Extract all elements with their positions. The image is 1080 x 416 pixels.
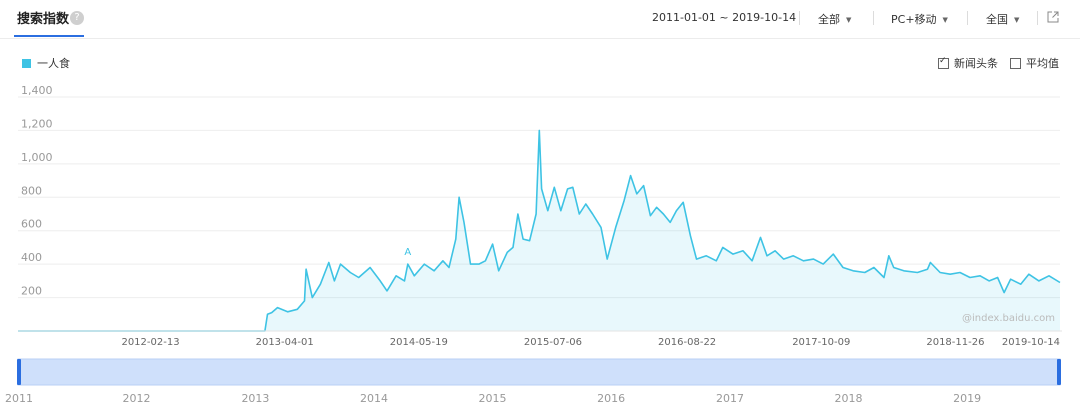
average-checkbox[interactable] [1010, 57, 1021, 69]
time-range-navigator: 2011 2012 2013 2014 2015 2016 2017 2018 2019 [5, 358, 1061, 405]
y-tick-label: 600 [21, 218, 42, 231]
navigator-selection[interactable] [17, 358, 1061, 386]
device-select-value: PC+移动 [891, 13, 937, 26]
caret-down-icon: ▼ [1014, 16, 1020, 24]
navigator-year-label: 2019 [953, 392, 981, 405]
y-tick-label: 1,400 [21, 84, 53, 97]
navigator-year-label: 2011 [5, 392, 33, 405]
average-toggle[interactable]: 平均值 [1010, 55, 1059, 71]
page-title: 搜索指数 [17, 12, 70, 27]
region-select-value: 全国 [986, 13, 1008, 26]
navigator-year-label: 2014 [360, 392, 388, 405]
navigator-left-handle[interactable] [17, 359, 21, 385]
y-tick-label: 1,000 [21, 151, 53, 164]
legend-swatch [22, 58, 31, 68]
x-tick-label: 2018-11-26 [926, 337, 984, 348]
y-axis-ticks: 200 400 600 800 1,000 1,200 1,400 [21, 84, 53, 298]
navigator-year-label: 2018 [835, 392, 863, 405]
series-area-fill [18, 130, 1060, 331]
region-select[interactable]: 全国 ▼ [986, 11, 1019, 27]
divider [799, 11, 800, 25]
caret-down-icon: ▼ [942, 16, 948, 24]
divider [967, 11, 968, 25]
series-line [18, 129, 1061, 332]
x-tick-label: 2019-10-14 [1002, 337, 1060, 348]
x-tick-label: 2013-04-01 [256, 337, 314, 348]
navigator-year-label: 2016 [597, 392, 625, 405]
average-label: 平均值 [1026, 57, 1059, 70]
external-link-icon[interactable] [1047, 11, 1059, 23]
navigator-year-label: 2015 [479, 392, 507, 405]
date-range-picker[interactable]: 2011-01-01 ~ 2019-10-14 [652, 11, 797, 24]
news-headlines-toggle[interactable]: 新闻头条 [938, 55, 998, 71]
y-tick-label: 1,200 [21, 117, 53, 130]
navigator-year-label: 2013 [241, 392, 269, 405]
navigator-year-label: 2017 [716, 392, 744, 405]
caret-down-icon: ▼ [846, 16, 852, 24]
source-select[interactable]: 全部 ▼ [818, 11, 851, 27]
navigator-right-handle[interactable] [1057, 359, 1061, 385]
divider [1037, 11, 1038, 25]
x-tick-label: 2012-02-13 [121, 337, 179, 348]
news-headlines-checkbox[interactable] [938, 56, 949, 69]
x-axis-ticks: 2012-02-13 2013-04-01 2014-05-19 2015-07-06… [121, 337, 1060, 348]
help-icon[interactable]: ? [70, 11, 84, 25]
x-tick-label: 2016-08-22 [658, 337, 716, 348]
chart-legend[interactable]: 一人食 [22, 55, 70, 71]
watermark: @index.baidu.com [962, 313, 1055, 324]
legend-series-label: 一人食 [37, 57, 70, 70]
toolbar: 搜索指数 ? 2011-01-01 ~ 2019-10-14 全部 ▼ PC+移动… [0, 0, 1080, 39]
x-tick-label: 2017-10-09 [792, 337, 850, 348]
news-headlines-label: 新闻头条 [954, 57, 998, 70]
x-tick-label: 2014-05-19 [390, 337, 448, 348]
divider [873, 11, 874, 25]
y-tick-label: 200 [21, 285, 42, 298]
active-tab-underline [14, 35, 84, 37]
news-annotation-marker[interactable]: A [404, 247, 411, 258]
x-tick-label: 2015-07-06 [524, 337, 582, 348]
source-select-value: 全部 [818, 13, 840, 26]
y-tick-label: 400 [21, 251, 42, 264]
y-tick-label: 800 [21, 184, 42, 197]
navigator-year-label: 2012 [123, 392, 151, 405]
device-select[interactable]: PC+移动 ▼ [891, 11, 948, 27]
